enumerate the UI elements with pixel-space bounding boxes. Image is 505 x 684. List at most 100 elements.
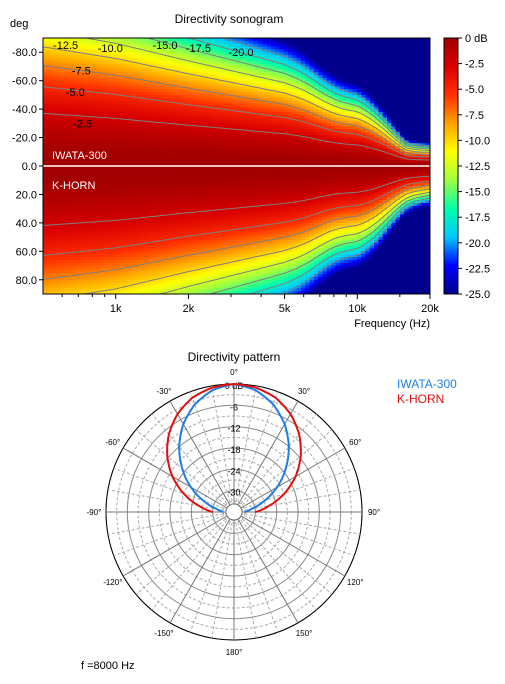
- heatmap-cell: [141, 111, 147, 116]
- heatmap-cell: [176, 100, 182, 105]
- heatmap-cell: [146, 228, 152, 233]
- heatmap-cell: [77, 239, 83, 244]
- heatmap-cell: [180, 38, 186, 42]
- heatmap-cell: [193, 43, 199, 48]
- heatmap-cell: [197, 46, 203, 50]
- heatmap-cell: [141, 140, 147, 144]
- heatmap-cell: [98, 117, 104, 122]
- heatmap-cell: [266, 205, 272, 210]
- heatmap-cell: [137, 103, 143, 107]
- heatmap-cell: [180, 109, 186, 113]
- heatmap-cell: [51, 120, 57, 124]
- heatmap-cell: [223, 222, 229, 227]
- heatmap-cell: [258, 66, 263, 70]
- heatmap-cell: [180, 288, 186, 292]
- heatmap-cell: [94, 279, 100, 284]
- heatmap-cell: [219, 120, 225, 124]
- heatmap-cell: [245, 245, 250, 250]
- heatmap-cell: [184, 271, 190, 275]
- heatmap-cell: [266, 131, 272, 136]
- heatmap-cell: [266, 83, 272, 87]
- heatmap-cell: [98, 208, 104, 213]
- heatmap-cell: [60, 191, 66, 196]
- heatmap-cell: [253, 86, 259, 90]
- heatmap-cell: [68, 63, 74, 68]
- heatmap-cell: [240, 254, 246, 258]
- heatmap-cell: [47, 117, 53, 122]
- heatmap-cell: [154, 109, 160, 113]
- heatmap-cell: [90, 72, 96, 76]
- heatmap-cell: [43, 131, 48, 136]
- heatmap-cell: [86, 200, 91, 204]
- heatmap-cell: [137, 254, 143, 258]
- heatmap-cell: [124, 129, 130, 133]
- heatmap-cell: [172, 185, 177, 190]
- heatmap-cell: [90, 126, 96, 130]
- heatmap-cell: [68, 288, 74, 292]
- heatmap-cell: [111, 166, 117, 170]
- heatmap-cell: [176, 254, 182, 258]
- heatmap-cell: [189, 114, 195, 119]
- heatmap-cell: [73, 274, 78, 278]
- heatmap-cell: [159, 94, 164, 99]
- heatmap-cell: [189, 265, 195, 269]
- heatmap-cell: [77, 57, 83, 62]
- heatmap-cell: [55, 66, 61, 70]
- heatmap-cell: [43, 191, 48, 196]
- heatmap-cell: [184, 111, 190, 116]
- heatmap-cell: [163, 200, 169, 204]
- heatmap-cell: [81, 274, 87, 278]
- heatmap-cell: [172, 291, 177, 294]
- heatmap-cell: [240, 40, 246, 45]
- heatmap-cell: [73, 83, 78, 87]
- heatmap-cell: [176, 140, 182, 144]
- heatmap-cell: [193, 237, 199, 241]
- heatmap-cell: [98, 100, 104, 105]
- heatmap-cell: [120, 276, 126, 281]
- heatmap-cell: [236, 279, 242, 284]
- heatmap-cell: [210, 38, 216, 42]
- heatmap-cell: [245, 117, 250, 122]
- heatmap-cell: [150, 49, 156, 53]
- heatmap-cell: [103, 166, 109, 170]
- heatmap-cell: [51, 74, 57, 79]
- heatmap-cell: [98, 185, 104, 190]
- heatmap-cell: [55, 248, 61, 252]
- heatmap-cell: [55, 242, 61, 247]
- heatmap-cell: [266, 220, 272, 224]
- heatmap-cell: [107, 154, 113, 159]
- heatmap-cell: [172, 57, 177, 62]
- heatmap-cell: [167, 177, 173, 181]
- heatmap-cell: [51, 254, 57, 258]
- heatmap-cell: [223, 268, 229, 272]
- heatmap-cell: [172, 86, 177, 90]
- heatmap-cell: [129, 106, 134, 110]
- heatmap-cell: [167, 140, 173, 144]
- heatmap-cell: [137, 69, 143, 73]
- heatmap-cell: [253, 268, 259, 272]
- heatmap-cell: [249, 72, 255, 76]
- heatmap-cell: [51, 191, 57, 196]
- heatmap-cell: [266, 126, 272, 130]
- heatmap-cell: [154, 183, 160, 187]
- heatmap-cell: [215, 148, 220, 153]
- heatmap-cell: [184, 194, 190, 198]
- heatmap-cell: [163, 57, 169, 62]
- heatmap-cell: [55, 234, 61, 238]
- heatmap-cell: [141, 126, 147, 130]
- heatmap-cell: [47, 194, 53, 198]
- heatmap-cell: [240, 80, 246, 85]
- heatmap-cell: [47, 225, 53, 230]
- heatmap-cell: [258, 231, 263, 235]
- heatmap-cell: [150, 262, 156, 267]
- heatmap-cell: [253, 157, 259, 161]
- heatmap-cell: [68, 231, 74, 235]
- heatmap-cell: [111, 126, 117, 130]
- heatmap-cell: [253, 57, 259, 62]
- heatmap-cell: [184, 146, 190, 150]
- heatmap-cell: [47, 174, 53, 178]
- heatmap-cell: [159, 143, 164, 147]
- heatmap-cell: [60, 46, 66, 50]
- heatmap-cell: [64, 86, 70, 90]
- heatmap-cell: [150, 137, 156, 141]
